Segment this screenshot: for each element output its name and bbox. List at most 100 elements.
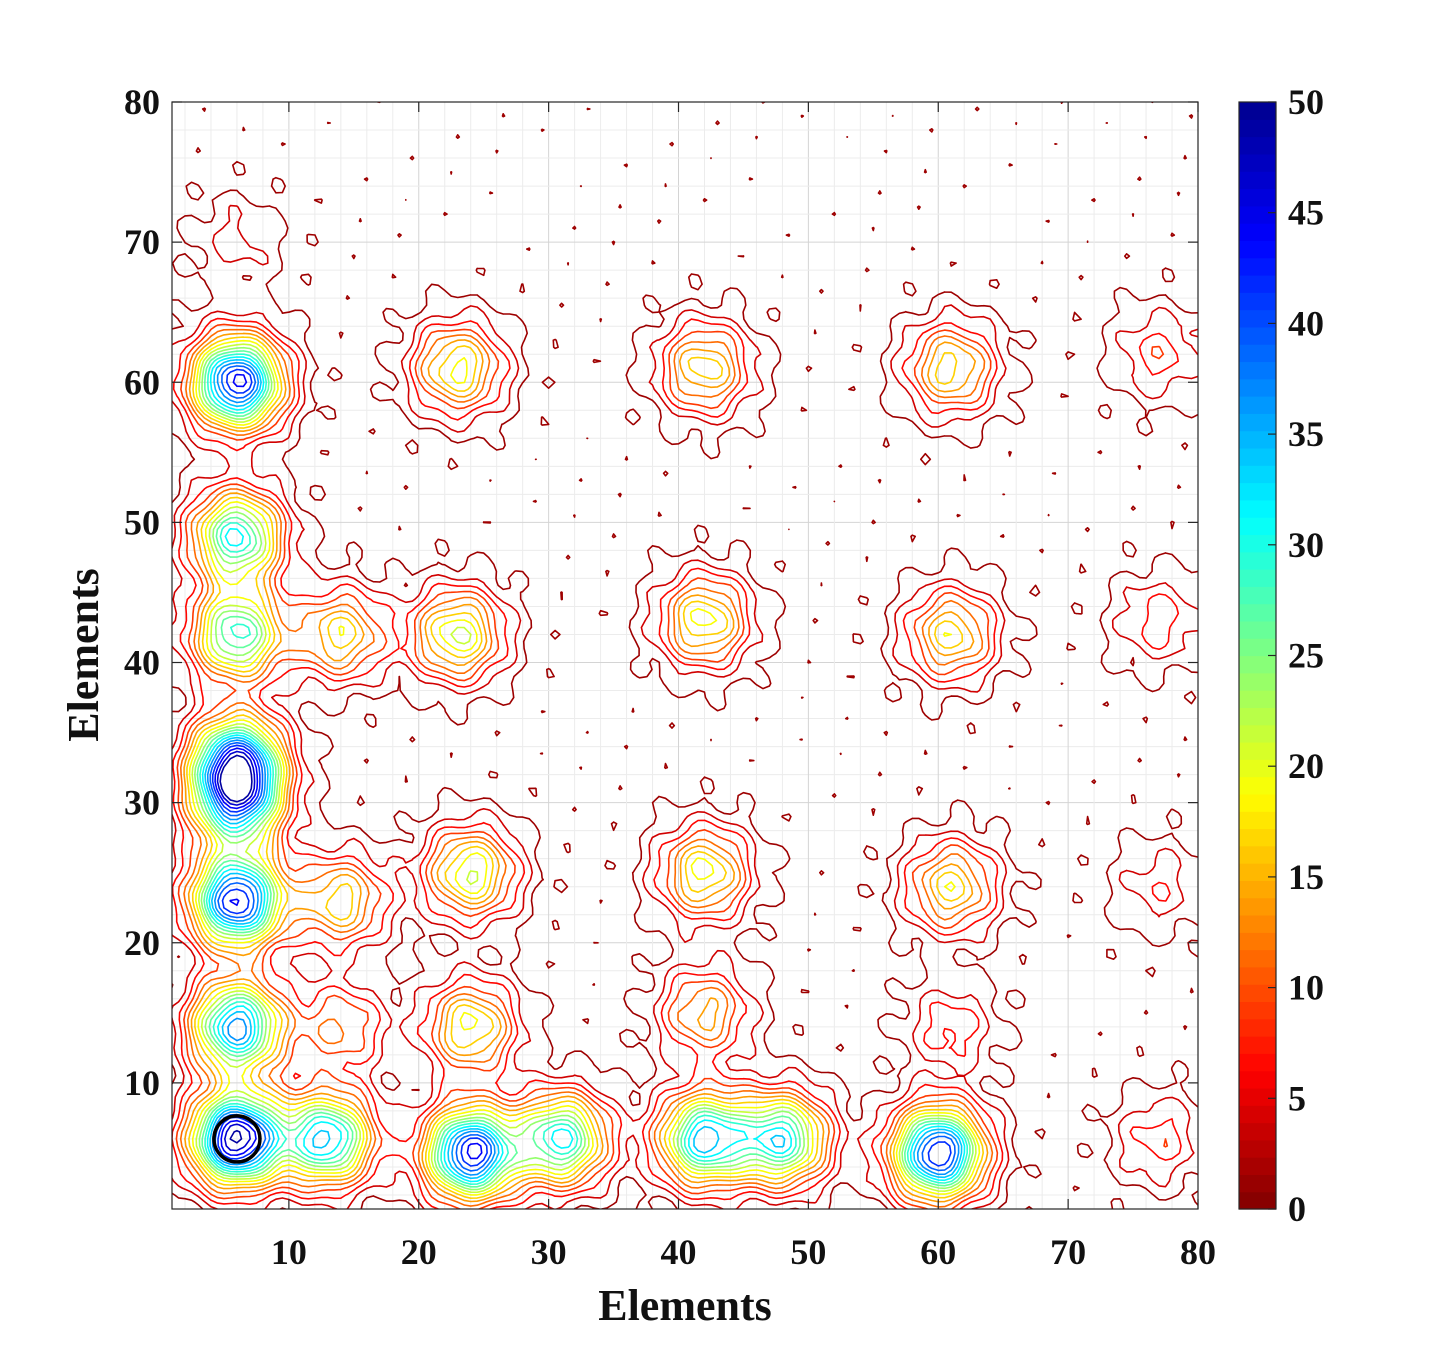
colorbar-segment [1239,914,1276,933]
colorbar-tick-label: 25 [1288,636,1324,676]
colorbar-segment [1239,638,1276,657]
colorbar-tick-label: 45 [1288,193,1324,233]
colorbar-tick-label: 40 [1288,303,1324,343]
colorbar-segment [1239,863,1276,881]
colorbar-tick-label: 15 [1288,857,1324,897]
colorbar-segment [1239,1070,1276,1089]
contour-level [191,343,977,1194]
colorbar-segment [1239,378,1276,397]
axes: 10 20 30 40 50 60 70 80 10 20 30 40 50 60 70 80 [124,82,1216,1272]
colorbar-segment [1239,344,1276,363]
contour-level [219,754,253,1144]
colorbar-segment [1239,1087,1276,1106]
y-tick-label: 80 [124,82,160,122]
colorbar-segment [1239,828,1276,847]
y-axis-title: Elements [59,568,108,742]
colorbar-segment [1239,413,1276,432]
colorbar-segment [1239,499,1276,518]
x-axis-title: Elements [598,1281,772,1330]
contour-level [199,353,968,1185]
contour-level [175,323,1169,1209]
contour-level [172,102,1198,1209]
colorbar-segment [1239,136,1276,155]
colorbar-segment [1239,465,1276,484]
highlight-circle [212,1114,262,1164]
colorbar-segment [1239,603,1276,622]
contour-level [206,361,960,1176]
contour-level [172,204,1198,1209]
contour-level [188,339,981,1196]
contour-level [194,346,974,1191]
colorbar-segment [1239,551,1276,570]
contour-lines [172,102,1198,1209]
colorbar-segment [1239,430,1276,449]
x-tick-label: 40 [661,1232,697,1272]
colorbar-segment [1239,569,1276,587]
colorbar-tick-label: 5 [1288,1078,1306,1118]
colorbar-segment [1239,1174,1276,1193]
colorbar-segment [1239,119,1276,138]
colorbar-segment [1239,153,1276,172]
colorbar-segment [1239,223,1276,241]
x-tick-label: 20 [401,1232,437,1272]
y-tick-label: 10 [124,1063,160,1103]
y-tick-label: 40 [124,643,160,683]
x-tick-label: 30 [531,1232,567,1272]
contour-level [186,336,984,1199]
colorbar-tick-label: 50 [1288,82,1324,122]
colorbar-segment [1239,396,1276,414]
colorbar-segment [1239,690,1276,708]
contour-level [183,332,989,1203]
colorbar-segment [1239,759,1276,778]
colorbar-segment [1239,292,1276,311]
colorbar-segment [1239,1105,1276,1124]
colorbar-segment [1239,1139,1276,1158]
x-tick-label: 10 [271,1232,307,1272]
colorbar-segment [1239,811,1276,830]
contour-level [201,356,966,1183]
colorbar-segment [1239,741,1276,760]
colorbar-segment [1239,1001,1276,1020]
colorbar-tick-label: 0 [1288,1189,1306,1229]
colorbar-segment [1239,845,1276,864]
colorbar-segment [1239,932,1276,951]
y-tick-label: 60 [124,362,160,402]
contour-level [179,328,994,1208]
colorbar-segment [1239,586,1276,605]
colorbar-segment [1239,984,1276,1003]
contour-level [216,750,256,1152]
y-tick-label: 30 [124,783,160,823]
y-tick-label: 20 [124,923,160,963]
colorbar-segment [1239,447,1276,466]
colorbar-segment [1239,1122,1276,1141]
colorbar-segment [1239,724,1276,743]
colorbar-segment [1239,171,1276,190]
contour-level [204,359,963,1180]
contour-level [196,350,971,1188]
colorbar-segment [1239,482,1276,501]
colorbar-segment [1239,655,1276,674]
colorbar-segment [1239,534,1276,553]
colorbar-segment [1239,1157,1276,1176]
grid-lines [172,101,1199,1209]
colorbar-tick-label: 35 [1288,414,1324,454]
x-tick-label: 80 [1180,1232,1216,1272]
colorbar-segment [1239,326,1276,345]
colorbar: 0 5 10 15 20 25 30 35 40 45 50 [1238,82,1324,1229]
contour-level [172,317,1182,1209]
contour-level [214,373,483,1160]
colorbar-segment [1239,897,1276,916]
x-tick-label: 50 [790,1232,826,1272]
colorbar-segment [1239,257,1276,276]
x-tick-label: 60 [920,1232,956,1272]
colorbar-segment [1239,776,1276,795]
colorbar-segment [1239,1191,1276,1210]
colorbar-tick-label: 10 [1288,968,1324,1008]
colorbar-segment [1239,707,1276,726]
colorbar-segment [1239,949,1276,968]
y-tick-label: 50 [124,502,160,542]
colorbar-tick-label: 20 [1288,746,1324,786]
colorbar-segment [1239,880,1276,899]
colorbar-segment [1239,672,1276,691]
